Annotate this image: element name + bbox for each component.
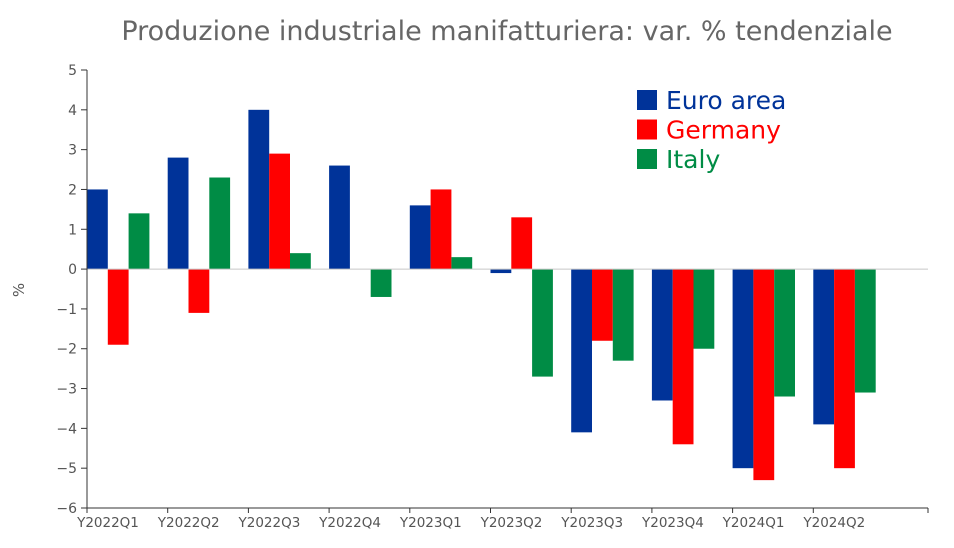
bar-euro-area-y2024q2: [813, 269, 835, 425]
axes: [86, 70, 929, 513]
bar-germany-y2022q1: [107, 269, 129, 345]
x-tick-label: Y2024Q1: [722, 515, 785, 531]
bar-italy-y2022q4: [370, 269, 392, 297]
bar-euro-area-y2023q1: [409, 205, 431, 270]
legend-swatch-italy: [637, 149, 657, 169]
bar-italy-y2023q3: [612, 269, 634, 361]
x-axis: Y2022Q1 Y2022Q2 Y2022Q3 Y2022Q4 Y2023Q1 Y2023…: [76, 508, 865, 531]
bar-italy-y2022q3: [290, 253, 311, 270]
y-tick-label: −3: [56, 382, 77, 398]
y-tick-label: −4: [56, 421, 77, 437]
x-tick-label: Y2023Q4: [641, 515, 704, 531]
bar-euro-area-y2022q1: [87, 189, 108, 270]
legend-swatch-euro-area: [637, 90, 657, 110]
bar-italy-y2023q1: [451, 257, 473, 270]
y-tick-label: −5: [56, 461, 77, 477]
y-tick-label: 3: [68, 143, 77, 159]
bar-italy-y2022q1: [128, 213, 150, 270]
y-tick-label: 5: [68, 63, 77, 79]
y-tick-label: −1: [56, 302, 77, 318]
bar-italy-y2023q4: [693, 269, 715, 349]
bar-germany-y2023q3: [592, 269, 613, 341]
bar-germany-y2022q3: [269, 153, 290, 270]
legend-label-italy: Italy: [666, 145, 720, 174]
x-tick-label: Y2023Q2: [480, 515, 543, 531]
y-axis-label: %: [10, 283, 28, 297]
bar-italy-y2024q2: [854, 269, 876, 393]
x-tick-label: Y2022Q1: [76, 515, 139, 531]
legend-swatch-germany: [637, 119, 657, 140]
y-tick-label: 1: [68, 222, 77, 238]
bar-euro-area-y2022q4: [329, 165, 350, 270]
bar-germany-y2022q2: [188, 269, 210, 313]
bar-germany-y2024q1: [753, 269, 775, 481]
bar-euro-area-y2023q4: [651, 269, 673, 401]
bar-germany-y2023q1: [430, 189, 452, 270]
bar-germany-y2024q2: [834, 269, 855, 469]
x-tick-label: Y2022Q4: [318, 515, 381, 531]
bar-euro-area-y2023q3: [571, 269, 592, 433]
x-tick-label: Y2022Q2: [157, 515, 220, 531]
y-axis: 5 4 3 2 1 0 −1 −2 −3 −4 −5 −6: [56, 63, 87, 517]
y-tick-label: −6: [56, 501, 77, 517]
x-tick-label: Y2023Q1: [399, 515, 462, 531]
bar-germany-y2023q2: [511, 217, 533, 270]
chart-title: Produzione industriale manifatturiera: v…: [121, 16, 892, 47]
y-tick-label: 2: [68, 182, 77, 198]
legend-label-germany: Germany: [666, 116, 781, 145]
bar-italy-y2022q2: [209, 177, 231, 270]
bar-germany-y2023q4: [672, 269, 694, 445]
bar-italy-y2024q1: [774, 269, 795, 397]
bar-euro-area-y2022q3: [248, 109, 270, 270]
y-tick-label: −2: [56, 342, 77, 358]
bar-italy-y2023q2: [532, 269, 553, 377]
x-tick-label: Y2024Q2: [802, 515, 865, 531]
y-tick-label: 4: [68, 103, 77, 119]
bar-euro-area-y2024q1: [732, 269, 754, 469]
x-tick-label: Y2023Q3: [560, 515, 623, 531]
bar-euro-area-y2023q2: [490, 269, 512, 274]
bar-euro-area-y2022q2: [167, 157, 189, 270]
x-tick-label: Y2022Q3: [237, 515, 300, 531]
legend-label-euro-area: Euro area: [666, 86, 786, 115]
bars-group: [87, 109, 876, 481]
y-tick-label: 0: [68, 262, 77, 278]
